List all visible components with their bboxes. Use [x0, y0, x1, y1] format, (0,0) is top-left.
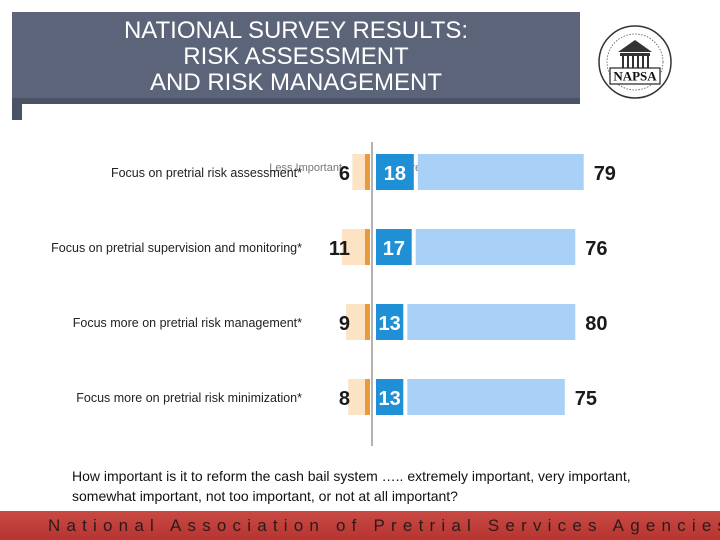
value-label-less-1: 6	[339, 163, 350, 185]
logo-text: NAPSA	[613, 69, 657, 84]
category-label-3: Focus more on pretrial risk management*	[73, 316, 302, 330]
value-label-more-2: 76	[585, 238, 607, 260]
bar-accent-2	[365, 229, 370, 265]
title-banner: NATIONAL SURVEY RESULTS: RISK ASSESSMENT…	[12, 12, 580, 104]
title-line-1: NATIONAL SURVEY RESULTS:	[123, 17, 469, 44]
title-line-2: RISK ASSESSMENT	[183, 43, 409, 70]
bar-more-important-3	[407, 304, 576, 340]
bar-somewhat-important-3	[376, 304, 404, 340]
value-label-more-1: 79	[594, 163, 616, 185]
napsa-logo: NAPSA	[598, 25, 672, 99]
value-label-less-3: 9	[339, 313, 350, 335]
bar-somewhat-important-2	[376, 229, 412, 265]
bar-somewhat-important-4	[376, 379, 404, 415]
title-banner-shadow	[12, 104, 22, 120]
value-label-somewhat-4: 13	[379, 388, 401, 410]
value-label-more-4: 75	[575, 388, 597, 410]
bar-less-important-3	[346, 304, 365, 340]
value-label-somewhat-3: 13	[379, 313, 401, 335]
bar-somewhat-important-1	[376, 154, 414, 190]
value-label-more-3: 80	[585, 313, 607, 335]
bar-more-important-1	[417, 154, 584, 190]
bar-less-important-4	[348, 379, 365, 415]
bar-accent-3	[365, 304, 370, 340]
survey-question: How important is it to reform the cash b…	[72, 468, 631, 504]
value-label-less-2: 11	[329, 238, 350, 260]
bar-accent-4	[365, 379, 370, 415]
footer-bar: National Association of Pretrial Service…	[0, 511, 720, 540]
category-label-1: Focus on pretrial risk assessment*	[111, 166, 302, 180]
chart: More Important Less Important Focus on p…	[51, 142, 616, 446]
bar-less-important-1	[352, 154, 365, 190]
bar-more-important-4	[407, 379, 565, 415]
bar-less-important-2	[341, 229, 365, 265]
bar-more-important-2	[415, 229, 576, 265]
legend-less-label: Less Important	[269, 162, 342, 174]
title-line-3: AND RISK MANAGEMENT	[149, 69, 443, 96]
category-label-2: Focus on pretrial supervision and monito…	[51, 241, 302, 255]
bar-accent-1	[365, 154, 370, 190]
value-label-somewhat-2: 17	[383, 238, 405, 260]
category-label-4: Focus more on pretrial risk minimization…	[76, 391, 302, 405]
value-label-somewhat-1: 18	[384, 163, 406, 185]
value-label-less-4: 8	[339, 388, 350, 410]
